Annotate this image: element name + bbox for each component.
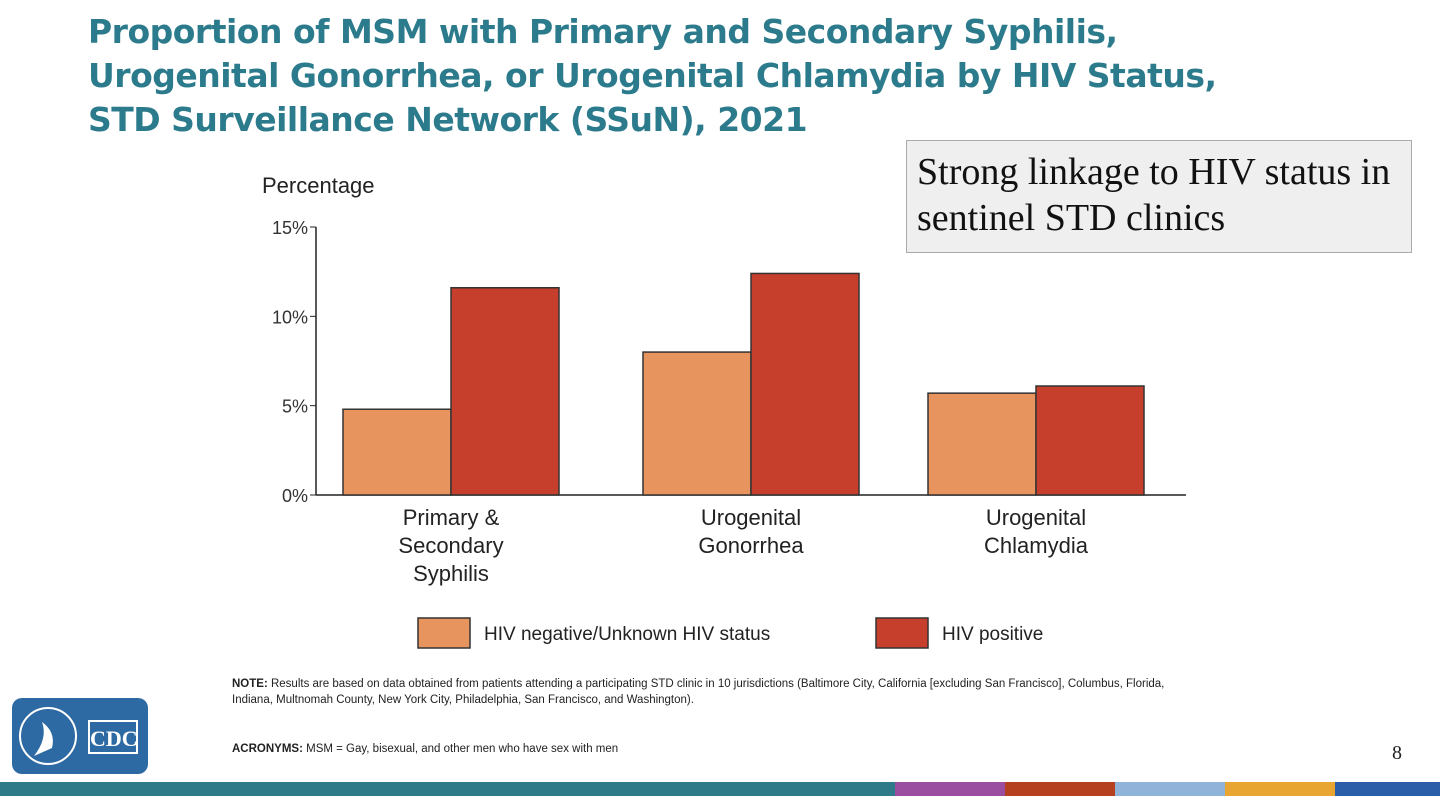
bar-chart: Percentage 0% 5% 10% 15% Primary & Secondary Sy… [262, 173, 1186, 649]
legend-swatch [875, 617, 929, 649]
slide-title: Proportion of MSM with Primary and Secon… [88, 12, 1217, 139]
bar-hiv-negative [927, 392, 1037, 496]
x-tick-label: Gonorrhea [698, 533, 804, 558]
footer-stripe [0, 782, 1440, 796]
cdc-logo-text: CDC [88, 720, 138, 754]
x-tick-label: Urogenital [701, 505, 801, 530]
stripe-segment [0, 782, 895, 796]
stripe-segment [1115, 782, 1225, 796]
cdc-logo: CDC [12, 698, 148, 774]
bar-hiv-positive [1035, 385, 1145, 496]
bar-hiv-negative [342, 408, 452, 496]
x-tick-label: Primary & [403, 505, 500, 530]
callout-box: Strong linkage to HIV status in sentinel… [906, 140, 1412, 253]
x-tick-label: Urogenital [986, 505, 1086, 530]
y-tick-label: 10% [272, 307, 308, 327]
x-tick-label: Chlamydia [984, 533, 1089, 558]
hhs-eagle-icon [19, 707, 77, 765]
note: NOTE: Results are based on data obtained… [232, 676, 1202, 708]
note-text: Results are based on data obtained from … [232, 678, 1165, 706]
bar-hiv-positive [450, 286, 560, 496]
stripe-segment [1335, 782, 1440, 796]
stripe-segment [1005, 782, 1115, 796]
y-tick-label: 15% [272, 218, 308, 238]
stripe-segment [895, 782, 1005, 796]
x-tick-label: Syphilis [413, 561, 489, 586]
y-tick-label: 0% [282, 486, 308, 506]
bar-hiv-positive [750, 272, 860, 496]
y-tick-label: 5% [282, 397, 308, 417]
legend-swatch [417, 617, 471, 649]
bar-hiv-negative [642, 351, 752, 496]
page-number: 8 [1392, 742, 1402, 764]
note-label: NOTE: [232, 678, 268, 690]
x-tick-label: Secondary [398, 533, 503, 558]
legend-label: HIV negative/Unknown HIV status [484, 624, 770, 645]
y-axis-label: Percentage [262, 173, 375, 198]
acronyms: ACRONYMS: MSM = Gay, bisexual, and other… [232, 741, 1202, 757]
acronyms-text: MSM = Gay, bisexual, and other men who h… [302, 743, 619, 755]
stripe-segment [1225, 782, 1335, 796]
legend-label: HIV positive [942, 624, 1043, 645]
acronyms-label: ACRONYMS: [232, 743, 303, 755]
